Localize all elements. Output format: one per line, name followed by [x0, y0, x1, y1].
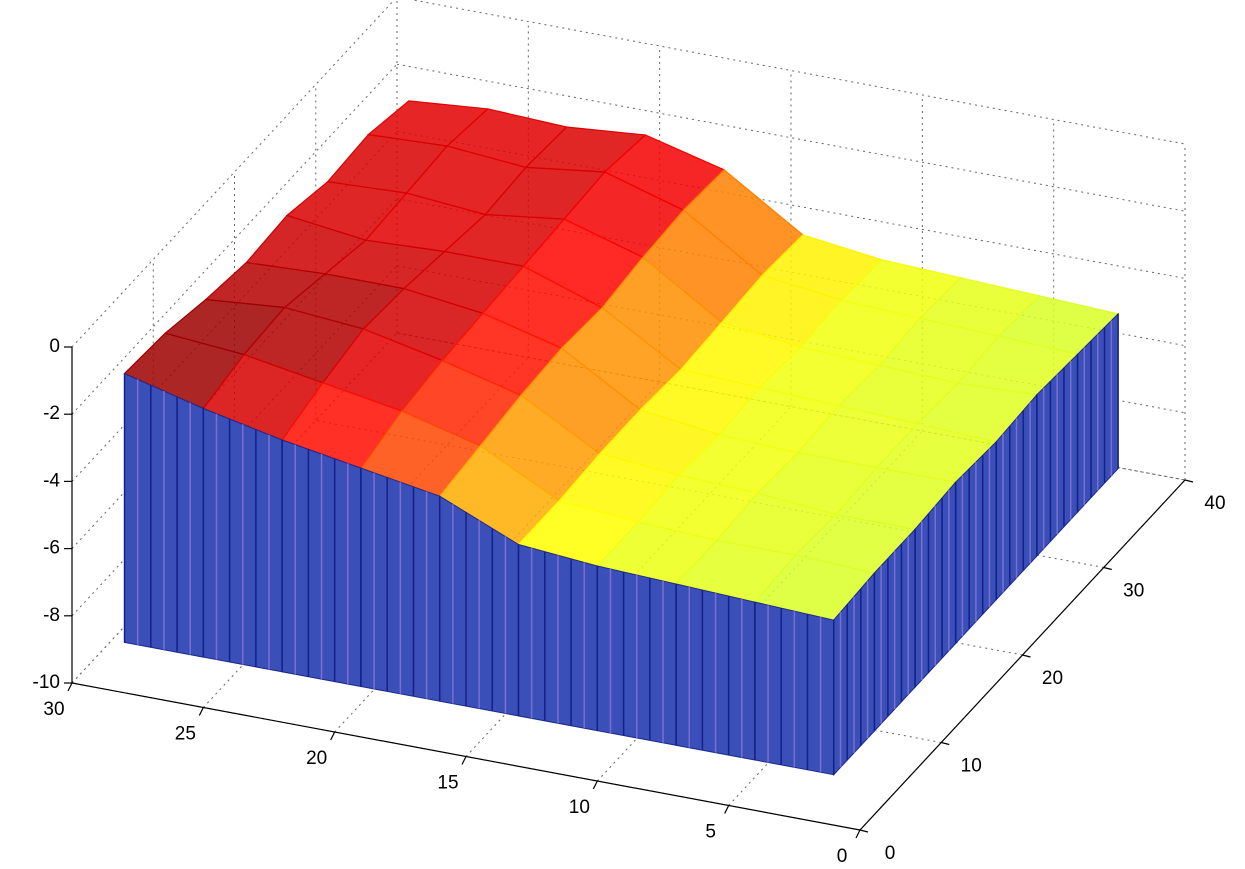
grid-line [396, 63, 1186, 212]
x-tick [198, 707, 204, 716]
y-tick-label: 0 [885, 843, 896, 864]
x-tick [461, 756, 467, 765]
x-tick-label: 25 [175, 724, 196, 745]
x-tick-label: 20 [306, 748, 327, 769]
x-tick-label: 30 [43, 699, 64, 720]
x-tick [724, 805, 730, 814]
z-tick-label: -6 [43, 538, 60, 559]
x-tick-label: 10 [569, 797, 590, 818]
y-tick [1022, 654, 1031, 658]
x-tick [592, 780, 598, 790]
z-tick-label: -2 [43, 403, 60, 424]
x-tick [330, 731, 336, 741]
z-tick-label: 0 [49, 336, 60, 357]
y-tick-label: 10 [961, 756, 982, 777]
y-tick [859, 829, 869, 833]
y-tick-label: 20 [1042, 668, 1063, 689]
x-tick [855, 829, 861, 839]
x-tick-label: 0 [837, 846, 848, 867]
grid-line [71, 0, 395, 348]
z-tick-label: -4 [43, 470, 60, 491]
z-tick-label: -10 [33, 672, 60, 693]
x-tick-label: 5 [705, 822, 716, 843]
grid-line [71, 63, 398, 415]
z-tick-label: -8 [43, 605, 60, 626]
y-tick-label: 30 [1123, 581, 1144, 602]
x-tick [67, 682, 73, 692]
y-tick [941, 741, 950, 746]
y-tick [1184, 479, 1194, 483]
y-tick [1103, 566, 1112, 571]
y-tick-label: 40 [1204, 493, 1225, 514]
grid-line [410, 0, 1186, 145]
x-tick-label: 15 [437, 773, 458, 794]
